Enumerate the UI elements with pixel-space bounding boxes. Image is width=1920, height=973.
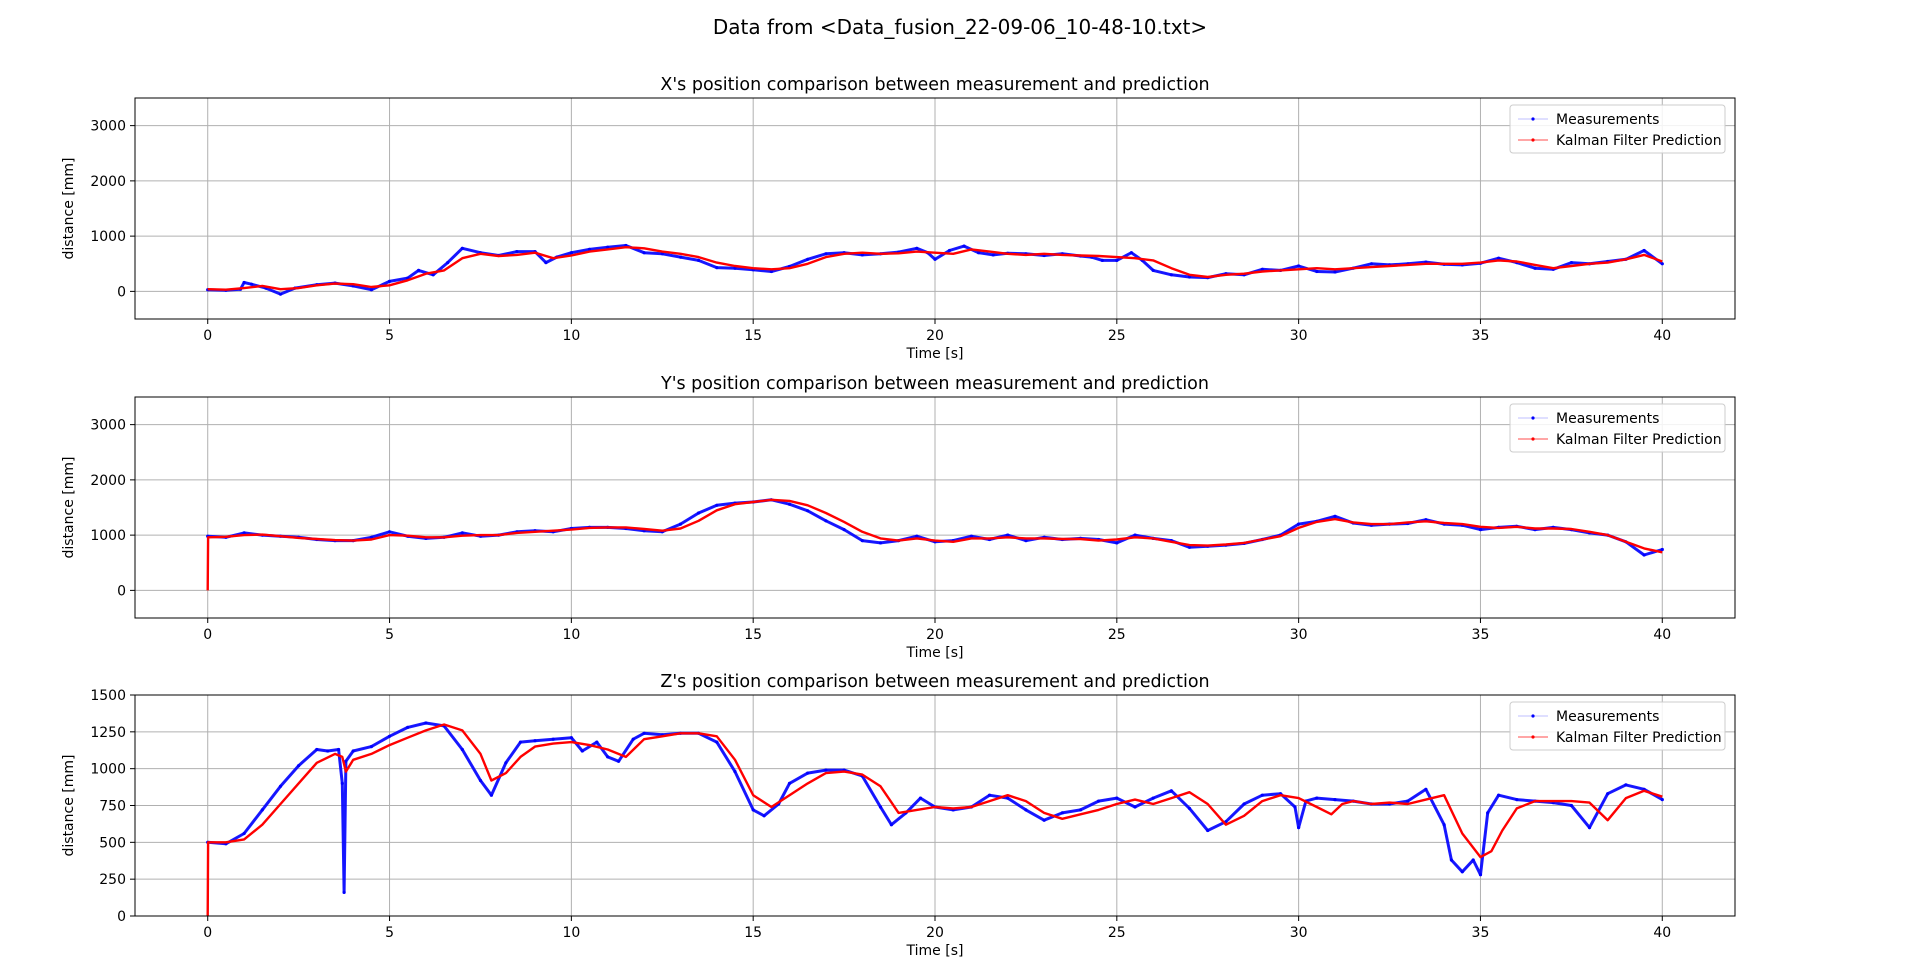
axes-container: X's position comparison between measurem… xyxy=(61,75,1736,959)
x-tick-label: 30 xyxy=(1290,328,1308,344)
chart-title: Y's position comparison between measurem… xyxy=(660,374,1209,394)
x-tick-label: 15 xyxy=(744,627,762,643)
x-tick-label: 15 xyxy=(744,328,762,344)
legend-label: Measurements xyxy=(1556,112,1659,128)
legend: Measurements Kalman Filter Prediction xyxy=(1509,403,1726,453)
chart-0: X's position comparison between measurem… xyxy=(61,75,1736,362)
y-tick-label: 2000 xyxy=(90,473,126,489)
y-tick-label: 1000 xyxy=(90,528,126,544)
plot-area xyxy=(206,498,1664,591)
chart-2: Z's position comparison between measurem… xyxy=(61,672,1736,959)
legend-frame xyxy=(1509,701,1726,751)
x-tick-label: 10 xyxy=(562,925,580,941)
legend-label: Kalman Filter Prediction xyxy=(1556,133,1722,149)
series-prediction-line xyxy=(206,723,1663,916)
y-axis-label: distance [mm] xyxy=(61,755,77,857)
x-tick-label: 25 xyxy=(1108,627,1126,643)
legend: Measurements Kalman Filter Prediction xyxy=(1509,104,1726,154)
y-tick-label: 1250 xyxy=(90,725,126,741)
x-tick-label: 0 xyxy=(203,627,212,643)
legend: Measurements Kalman Filter Prediction xyxy=(1509,701,1726,751)
x-axis-label: Time [s] xyxy=(906,943,964,959)
y-tick-label: 250 xyxy=(99,872,126,888)
series-prediction-line xyxy=(206,498,1663,591)
y-tick-label: 500 xyxy=(99,835,126,851)
x-tick-label: 35 xyxy=(1472,328,1490,344)
x-tick-label: 30 xyxy=(1290,627,1308,643)
y-axis-label: distance [mm] xyxy=(61,457,77,559)
x-tick-label: 5 xyxy=(385,627,394,643)
x-tick-label: 35 xyxy=(1472,925,1490,941)
legend-frame xyxy=(1509,403,1726,453)
legend-label: Measurements xyxy=(1556,411,1659,427)
y-tick-label: 750 xyxy=(99,799,126,815)
x-tick-label: 15 xyxy=(744,925,762,941)
legend-swatch-marker xyxy=(1531,437,1535,441)
x-tick-label: 40 xyxy=(1653,328,1671,344)
x-tick-label: 5 xyxy=(385,925,394,941)
x-tick-label: 40 xyxy=(1653,925,1671,941)
figure-suptitle: Data from <Data_fusion_22-09-06_10-48-10… xyxy=(713,15,1207,39)
chart-title: Z's position comparison between measurem… xyxy=(660,672,1209,692)
plot-area xyxy=(206,721,1664,916)
y-axis-label: distance [mm] xyxy=(61,158,77,260)
y-tick-label: 1000 xyxy=(90,762,126,778)
x-tick-label: 25 xyxy=(1108,328,1126,344)
legend-swatch-marker xyxy=(1531,416,1535,420)
legend-swatch-marker xyxy=(1531,735,1535,739)
legend-label: Kalman Filter Prediction xyxy=(1556,432,1722,448)
x-axis-label: Time [s] xyxy=(906,346,964,362)
legend-frame xyxy=(1509,104,1726,154)
x-tick-label: 0 xyxy=(203,925,212,941)
legend-label: Kalman Filter Prediction xyxy=(1556,730,1722,746)
x-tick-label: 10 xyxy=(562,627,580,643)
x-tick-label: 10 xyxy=(562,328,580,344)
chart-1: Y's position comparison between measurem… xyxy=(61,374,1736,661)
y-tick-label: 0 xyxy=(117,583,126,599)
x-tick-label: 35 xyxy=(1472,627,1490,643)
x-tick-label: 25 xyxy=(1108,925,1126,941)
x-tick-label: 40 xyxy=(1653,627,1671,643)
y-tick-label: 2000 xyxy=(90,174,126,190)
y-tick-label: 1000 xyxy=(90,229,126,245)
y-tick-label: 0 xyxy=(117,284,126,300)
x-tick-label: 20 xyxy=(926,627,944,643)
y-tick-label: 0 xyxy=(117,909,126,925)
y-tick-label: 1500 xyxy=(90,688,126,704)
x-tick-label: 30 xyxy=(1290,925,1308,941)
legend-swatch-marker xyxy=(1531,117,1535,121)
plot-area xyxy=(206,243,1664,296)
x-tick-label: 5 xyxy=(385,328,394,344)
x-tick-label: 0 xyxy=(203,328,212,344)
x-tick-label: 20 xyxy=(926,925,944,941)
legend-label: Measurements xyxy=(1556,709,1659,725)
chart-title: X's position comparison between measurem… xyxy=(660,75,1209,95)
series-prediction-line xyxy=(207,245,1663,291)
legend-swatch-marker xyxy=(1531,714,1535,718)
y-tick-label: 3000 xyxy=(90,418,126,434)
x-axis-label: Time [s] xyxy=(906,645,964,661)
legend-swatch-marker xyxy=(1531,138,1535,142)
x-tick-label: 20 xyxy=(926,328,944,344)
y-tick-label: 3000 xyxy=(90,119,126,135)
